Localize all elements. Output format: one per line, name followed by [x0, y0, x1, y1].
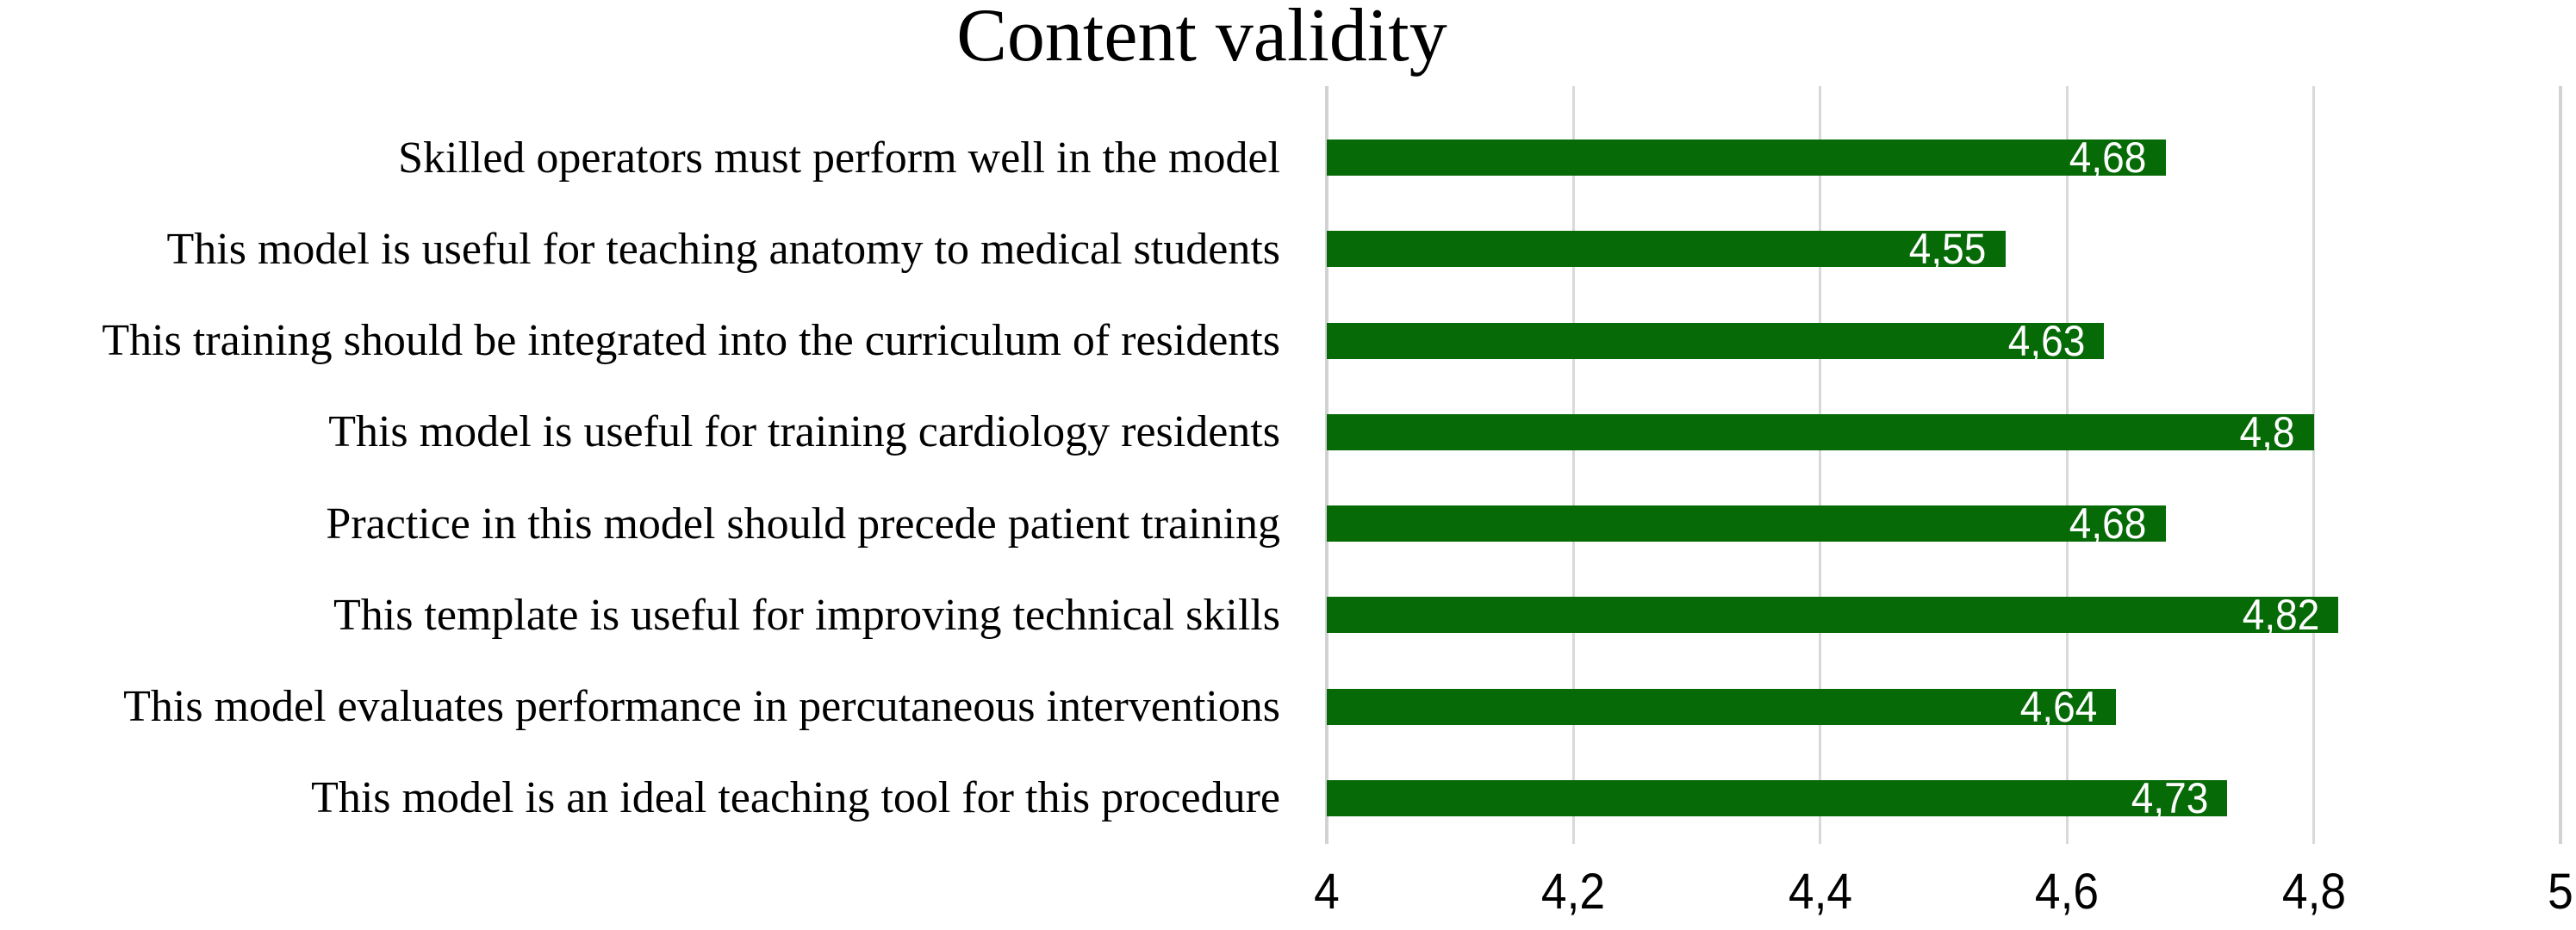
gridline — [2312, 86, 2316, 844]
bar: 4,82 — [1327, 593, 2339, 636]
bar-value-label: 4,68 — [2069, 133, 2147, 183]
gridlines — [1325, 86, 2562, 844]
category-label: Skilled operators must perform well in t… — [398, 133, 1280, 183]
bar-row: 4,68 — [1327, 478, 2560, 569]
bar: 4,8 — [1327, 411, 2314, 454]
category-label: This model is useful for training cardio… — [328, 407, 1280, 457]
bar-row: 4,73 — [1327, 753, 2560, 844]
bar-value-label: 4,82 — [2242, 591, 2320, 640]
category-label: Practice in this model should precede pa… — [326, 499, 1280, 549]
bar-value-label: 4,63 — [2007, 316, 2086, 365]
bar-row: 4,82 — [1327, 569, 2560, 660]
category-label: This model is an ideal teaching tool for… — [311, 773, 1280, 823]
bar: 4,55 — [1327, 227, 2006, 270]
bar-value-label: 4,73 — [2131, 773, 2209, 822]
category-label: This template is useful for improving te… — [333, 590, 1280, 640]
bar: 4,68 — [1327, 136, 2166, 179]
gridline — [1325, 86, 1328, 844]
gridline — [2065, 86, 2069, 844]
bar-value-label: 4,55 — [1909, 225, 1987, 274]
gridline — [1819, 86, 1822, 844]
bar-row: 4,63 — [1327, 295, 2560, 387]
bar: 4,68 — [1327, 499, 2166, 549]
bar: 4,64 — [1327, 685, 2117, 728]
bar: 4,73 — [1327, 777, 2228, 820]
plot-area: 4,68 4,55 4,63 4,8 4,68 4,82 4,64 4,73 — [1325, 86, 2562, 844]
x-tick-label: 4,2 — [1541, 864, 1606, 920]
bar-row: 4,8 — [1327, 387, 2560, 478]
category-label: This training should be integrated into … — [102, 316, 1280, 366]
bar-value-label: 4,68 — [2069, 499, 2147, 549]
y-axis-category-labels: Skilled operators must perform well in t… — [0, 112, 1303, 844]
bar-value-label: 4,64 — [2019, 682, 2098, 731]
bar-row: 4,68 — [1327, 112, 2560, 203]
bar-value-label: 4,8 — [2239, 407, 2295, 456]
category-label: This model evaluates performance in perc… — [123, 682, 1280, 732]
bar-series: 4,68 4,55 4,63 4,8 4,68 4,82 4,64 4,73 — [1327, 112, 2560, 844]
bar: 4,63 — [1327, 319, 2105, 363]
category-label: This model is useful for teaching anatom… — [166, 224, 1280, 274]
x-tick-label: 5 — [2548, 864, 2573, 920]
x-tick-label: 4,4 — [1788, 864, 1852, 920]
x-tick-label: 4 — [1314, 864, 1340, 920]
chart-title: Content validity — [956, 0, 1447, 78]
bar-row: 4,55 — [1327, 203, 2560, 294]
x-axis-tick-labels: 4 4,2 4,4 4,6 4,8 5 — [1314, 863, 2573, 927]
x-tick-label: 4,8 — [2281, 864, 2346, 920]
x-tick-label: 4,6 — [2035, 864, 2100, 920]
gridline — [2559, 86, 2562, 844]
bar-row: 4,64 — [1327, 661, 2560, 753]
gridline — [1571, 86, 1575, 844]
